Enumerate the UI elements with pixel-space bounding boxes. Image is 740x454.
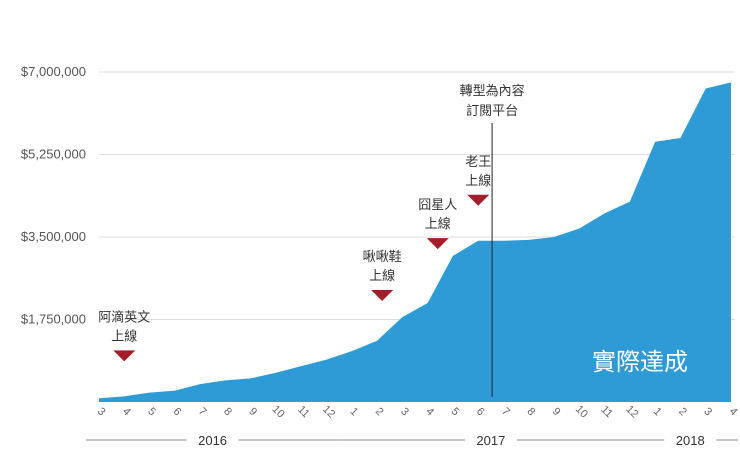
y-tick-label: $3,500,000 (21, 229, 86, 244)
x-tick-label: 10 (573, 403, 590, 420)
annotation-label: 上線 (465, 173, 491, 189)
series-label: 實際達成 (592, 348, 688, 376)
x-tick-label: 2 (373, 405, 386, 418)
year-axis: 2016 2017 2018 (86, 433, 738, 448)
x-tick-label: 10 (270, 403, 287, 420)
annotation-label: 老王 (465, 155, 491, 170)
annotation-label: 囧星人 (418, 198, 457, 213)
x-tick-label: 5 (449, 405, 462, 418)
x-tick-label: 3 (398, 405, 411, 418)
x-tick-label: 11 (598, 404, 615, 421)
area-series (99, 82, 731, 402)
x-tick-label: 4 (727, 405, 740, 418)
x-tick-label: 9 (550, 405, 563, 418)
annotation-label: 上線 (369, 268, 395, 284)
x-tick-label: 1 (651, 405, 664, 418)
x-tick-label: 7 (499, 405, 512, 418)
x-tick-label: 12 (623, 403, 640, 420)
x-tick-label: 3 (701, 405, 714, 418)
annotation-label: 啾啾鞋 (363, 249, 402, 265)
x-tick-label: 5 (145, 405, 158, 418)
x-tick-label: 4 (120, 405, 133, 418)
year-label: 2017 (476, 433, 505, 448)
x-tick-label: 8 (221, 405, 234, 418)
x-tick-label: 12 (320, 403, 337, 420)
milestone-marker (426, 238, 449, 250)
x-tick-label: 2 (676, 405, 689, 418)
x-tick-label: 8 (524, 405, 537, 418)
y-axis: $1,750,000 $3,500,000 $5,250,000 $7,000,000 (21, 64, 86, 327)
milestone-marker (467, 194, 490, 206)
x-tick-label: 6 (171, 405, 184, 418)
annotation-label: 轉型為內容 (460, 83, 525, 99)
x-tick-label: 1 (348, 405, 361, 418)
y-tick-label: $7,000,000 (21, 64, 86, 79)
x-tick-label: 3 (95, 405, 108, 418)
area-fill (99, 82, 731, 402)
x-tick-label: 7 (196, 405, 209, 418)
x-tick-label: 9 (246, 405, 259, 418)
year-label: 2016 (198, 433, 227, 448)
y-tick-label: $1,750,000 (21, 312, 86, 327)
annotation-label: 訂閱平台 (466, 103, 518, 119)
milestone-marker (371, 290, 394, 301)
y-tick-label: $5,250,000 (21, 147, 86, 162)
annotation-label: 上線 (111, 328, 137, 344)
x-tick-label: 6 (474, 405, 487, 418)
x-axis: 3 4 5 6 7 8 9 10 11 12 1 2 3 4 5 6 7 8 9 10 11 12 1 2 3 4 (95, 403, 740, 420)
x-tick-label: 11 (295, 404, 312, 421)
milestone-marker (113, 350, 136, 362)
x-tick-label: 4 (423, 405, 436, 418)
year-label: 2018 (676, 433, 705, 448)
annotation-label: 上線 (425, 216, 451, 232)
annotation-label: 阿滴英文 (98, 309, 150, 325)
